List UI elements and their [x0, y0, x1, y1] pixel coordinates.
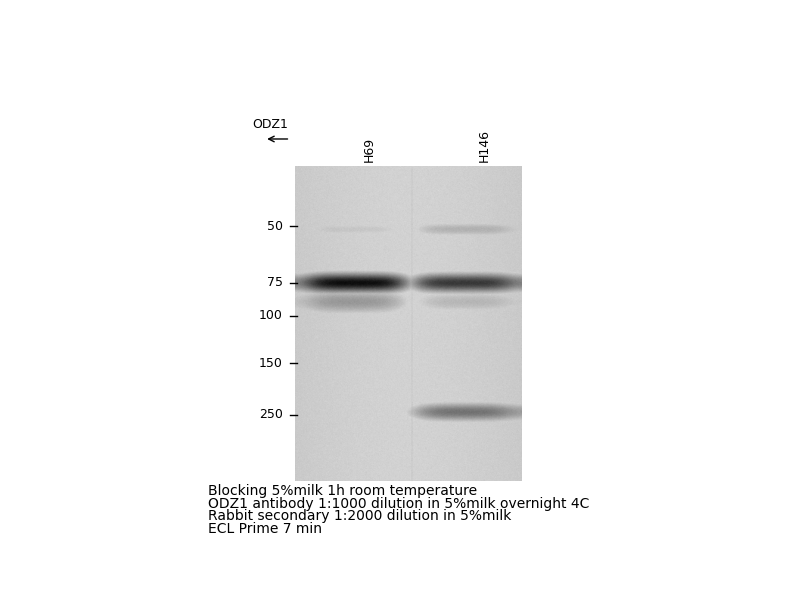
- Text: 100: 100: [259, 310, 283, 322]
- Text: 50: 50: [267, 220, 283, 233]
- Text: Blocking 5%milk 1h room temperature: Blocking 5%milk 1h room temperature: [209, 484, 478, 498]
- Text: 250: 250: [259, 409, 283, 421]
- Text: Rabbit secondary 1:2000 dilution in 5%milk: Rabbit secondary 1:2000 dilution in 5%mi…: [209, 509, 512, 523]
- Text: ODZ1: ODZ1: [252, 118, 288, 131]
- Text: H146: H146: [478, 129, 491, 162]
- Text: H69: H69: [363, 137, 376, 162]
- Text: 150: 150: [259, 356, 283, 370]
- Text: 75: 75: [267, 277, 283, 289]
- Text: ECL Prime 7 min: ECL Prime 7 min: [209, 521, 322, 536]
- Text: ODZ1 antibody 1:1000 dilution in 5%milk overnight 4C: ODZ1 antibody 1:1000 dilution in 5%milk …: [209, 497, 590, 511]
